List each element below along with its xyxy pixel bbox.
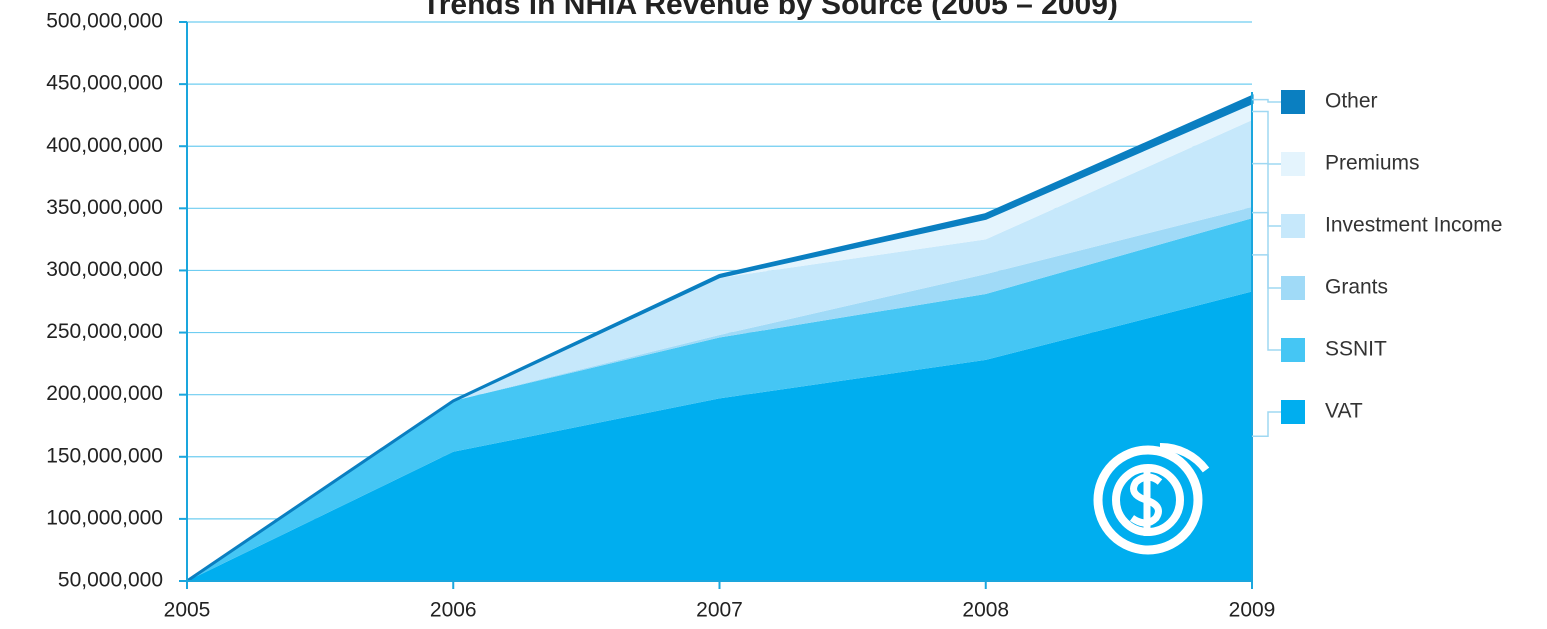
legend-swatch [1281, 214, 1305, 238]
legend-swatch [1281, 276, 1305, 300]
y-tick-label: 50,000,000 [58, 569, 163, 592]
y-tick-label: 500,000,000 [46, 10, 163, 33]
area [187, 207, 1252, 581]
legend-connector [1252, 211, 1281, 289]
legend-swatch [1281, 152, 1305, 176]
area [187, 291, 1252, 581]
legend-swatch [1281, 400, 1305, 424]
legend-label: VAT [1325, 400, 1363, 423]
legend-connector [1252, 98, 1281, 103]
logo-arc [1159, 442, 1210, 473]
y-tick-label: 350,000,000 [46, 196, 163, 219]
legend-label: Other [1325, 90, 1378, 113]
legend-swatch [1281, 338, 1305, 362]
x-tick-label: 2006 [430, 599, 477, 622]
y-tick-label: 400,000,000 [46, 134, 163, 157]
area [187, 102, 1252, 581]
area [187, 218, 1252, 581]
logo [1093, 442, 1210, 555]
legend-connector [1252, 162, 1281, 227]
legend-connector [1252, 411, 1281, 438]
x-tick-label: 2008 [962, 599, 1009, 622]
chart-title: Trends in NHIA Revenue by Source (2005 –… [422, 0, 1118, 21]
y-tick-label: 250,000,000 [46, 320, 163, 343]
logo-ring [1093, 445, 1203, 555]
logo-dollar [1129, 466, 1163, 536]
x-tick-label: 2005 [164, 599, 211, 622]
legend-label: Grants [1325, 276, 1388, 299]
y-tick-label: 150,000,000 [46, 444, 163, 467]
legend-swatch [1281, 90, 1305, 114]
legend-label: Premiums [1325, 152, 1420, 175]
x-tick-label: 2007 [696, 599, 743, 622]
legend-connector [1252, 110, 1281, 165]
y-tick-label: 300,000,000 [46, 258, 163, 281]
legend-label: Investment Income [1325, 214, 1502, 237]
legend-connector [1252, 254, 1281, 351]
y-tick-label: 450,000,000 [46, 72, 163, 95]
y-tick-label: 100,000,000 [46, 506, 163, 529]
legend-label: SSNIT [1325, 338, 1387, 361]
x-tick-label: 2009 [1229, 599, 1276, 622]
y-tick-label: 200,000,000 [46, 382, 163, 405]
